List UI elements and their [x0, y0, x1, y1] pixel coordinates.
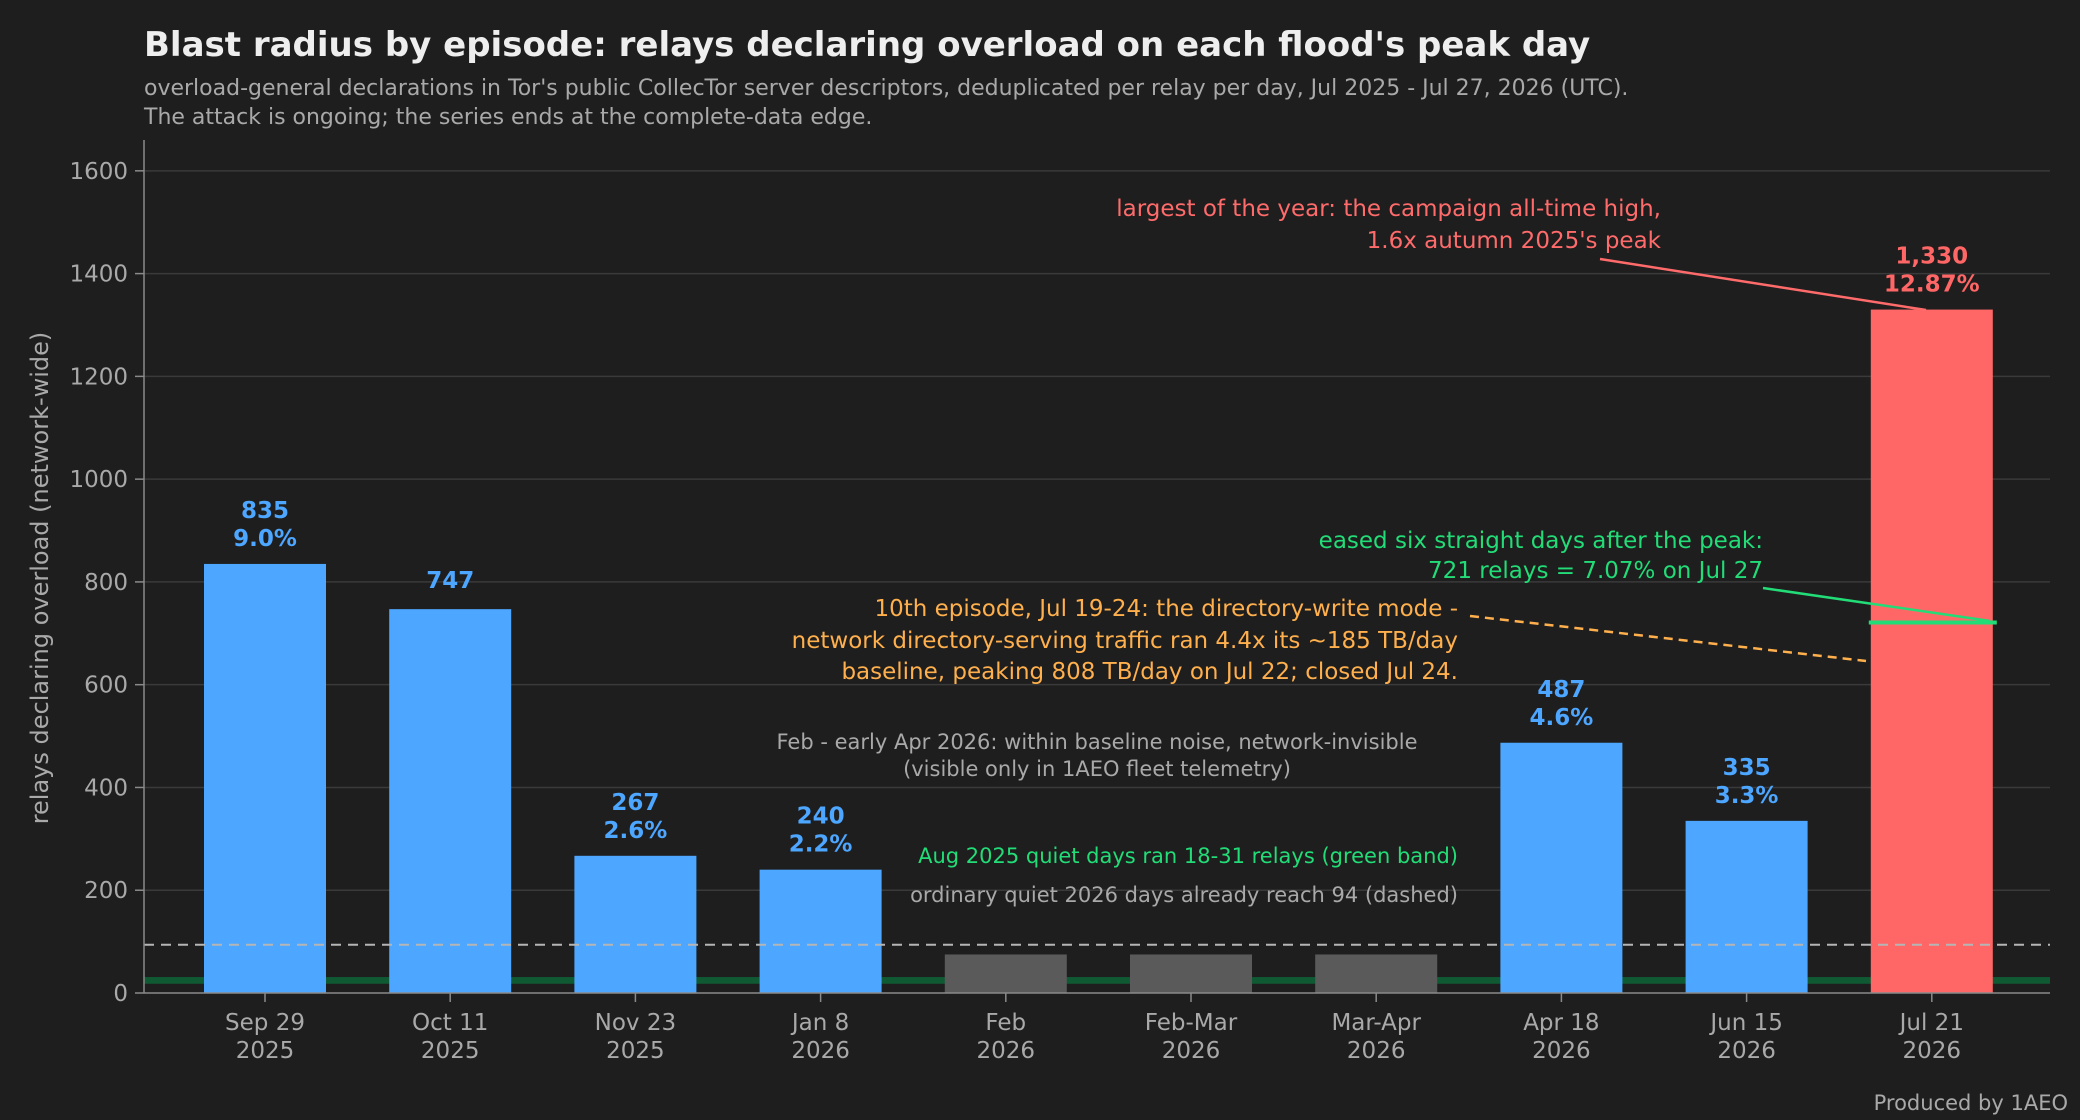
bar-5 — [1130, 954, 1252, 993]
bars — [204, 309, 1993, 994]
y-tick-label-200: 200 — [84, 878, 128, 904]
y-tick-label-800: 800 — [84, 570, 128, 596]
annotation-episode-10-line-2: network directory-serving traffic ran 4.… — [792, 628, 1458, 654]
reference-lines — [144, 620, 2050, 946]
chart-subtitle-line-2: The attack is ongoing; the series ends a… — [143, 105, 872, 130]
x-tick-label-1: Oct 11 — [412, 1010, 488, 1036]
annotation-eased: eased six straight days after the peak: … — [1319, 528, 1991, 623]
bar-1 — [389, 609, 512, 993]
bar-3 — [759, 869, 882, 993]
x-tick-year-2: 2025 — [606, 1038, 665, 1064]
y-tick-label-600: 600 — [84, 673, 128, 699]
annotation-episode-10-line-1: 10th episode, Jul 19-24: the directory-w… — [874, 596, 1458, 622]
y-tick-label-1400: 1400 — [69, 262, 128, 288]
x-tick-label-7: Apr 18 — [1523, 1010, 1599, 1036]
bar-7 — [1500, 742, 1623, 993]
y-tick-label-1600: 1600 — [69, 159, 128, 185]
x-tick-year-6: 2026 — [1347, 1038, 1406, 1064]
annotation-peak-line-2: 1.6x autumn 2025's peak — [1367, 228, 1662, 254]
bar-0 — [204, 563, 326, 993]
x-tick-label-4: Feb — [985, 1010, 1026, 1036]
bar-9 — [1870, 309, 1993, 994]
x-tick-year-3: 2026 — [791, 1038, 850, 1064]
annotation-peak-arrow — [1599, 257, 1927, 312]
y-axis-label: relays declaring overload (network-wide) — [26, 332, 54, 825]
data-label-value-0: 835 — [241, 498, 289, 524]
reference-bands — [144, 977, 2050, 984]
data-label-value-1: 747 — [426, 568, 474, 594]
annotation-episode-10-arrow — [1469, 614, 1867, 663]
axes — [143, 140, 2050, 994]
data-label-value-3: 240 — [797, 804, 845, 830]
data-label-pct-7: 4.6% — [1530, 705, 1594, 731]
y-tick-label-1200: 1200 — [69, 364, 128, 390]
bar-6 — [1315, 954, 1438, 993]
x-tick-year-9: 2026 — [1903, 1038, 1962, 1064]
annotation-eased-line-1: eased six straight days after the peak: — [1319, 528, 1763, 554]
x-tick-label-2: Nov 23 — [595, 1010, 676, 1036]
bar-2 — [574, 855, 697, 993]
bar-8 — [1685, 820, 1808, 993]
data-label-pct-9: 12.87% — [1884, 272, 1980, 298]
annotation-quiet-line-2: (visible only in 1AEO fleet telemetry) — [903, 757, 1291, 781]
x-tick-year-5: 2026 — [1162, 1038, 1221, 1064]
x-tick-label-6: Mar-Apr — [1331, 1010, 1421, 1036]
annotation-episode-10-line-3: baseline, peaking 808 TB/day on Jul 22; … — [841, 659, 1458, 685]
x-tick-label-0: Sep 29 — [225, 1010, 305, 1036]
x-tick-year-8: 2026 — [1717, 1038, 1776, 1064]
data-label-value-9: 1,330 — [1895, 244, 1968, 270]
bar-4 — [944, 954, 1067, 993]
annotation-quiet-line-1: Feb - early Apr 2026: within baseline no… — [776, 730, 1417, 754]
data-label-pct-2: 2.6% — [604, 818, 668, 844]
annotation-peak: largest of the year: the campaign all-ti… — [1116, 196, 1927, 312]
annotation-episode-10: 10th episode, Jul 19-24: the directory-w… — [792, 596, 1867, 685]
x-tick-year-1: 2025 — [421, 1038, 480, 1064]
annotation-green-band: Aug 2025 quiet days ran 18-31 relays (gr… — [918, 844, 1458, 868]
annotation-peak-line-1: largest of the year: the campaign all-ti… — [1116, 196, 1661, 222]
x-tick-label-9: Jul 21 — [1898, 1010, 1964, 1036]
annotation-dashed-line: ordinary quiet 2026 days already reach 9… — [910, 883, 1458, 907]
x-tick-year-0: 2025 — [236, 1038, 295, 1064]
data-label-value-2: 267 — [611, 790, 659, 816]
credit: Produced by 1AEO — [1874, 1091, 2068, 1115]
chart-title: Blast radius by episode: relays declarin… — [144, 25, 1590, 65]
x-tick-year-4: 2026 — [977, 1038, 1036, 1064]
data-label-value-7: 487 — [1537, 677, 1585, 703]
data-label-pct-8: 3.3% — [1715, 783, 1779, 809]
annotation-eased-line-2: 721 relays = 7.07% on Jul 27 — [1428, 558, 1763, 584]
data-label-value-8: 335 — [1723, 755, 1771, 781]
y-tick-label-400: 400 — [84, 775, 128, 801]
y-tick-label-1000: 1000 — [69, 467, 128, 493]
annotation-eased-arrow — [1762, 586, 1991, 623]
x-tick-label-3: Jan 8 — [790, 1010, 849, 1036]
x-tick-label-8: Jun 15 — [1708, 1010, 1783, 1036]
y-tick-label-0: 0 — [113, 981, 128, 1007]
data-label-pct-3: 2.2% — [789, 832, 853, 858]
x-tick-year-7: 2026 — [1532, 1038, 1591, 1064]
green-band — [144, 977, 2050, 984]
chart-subtitle-line-1: overload-general declarations in Tor's p… — [144, 76, 1628, 101]
data-label-pct-0: 9.0% — [233, 526, 297, 552]
x-tick-label-5: Feb-Mar — [1145, 1010, 1238, 1036]
